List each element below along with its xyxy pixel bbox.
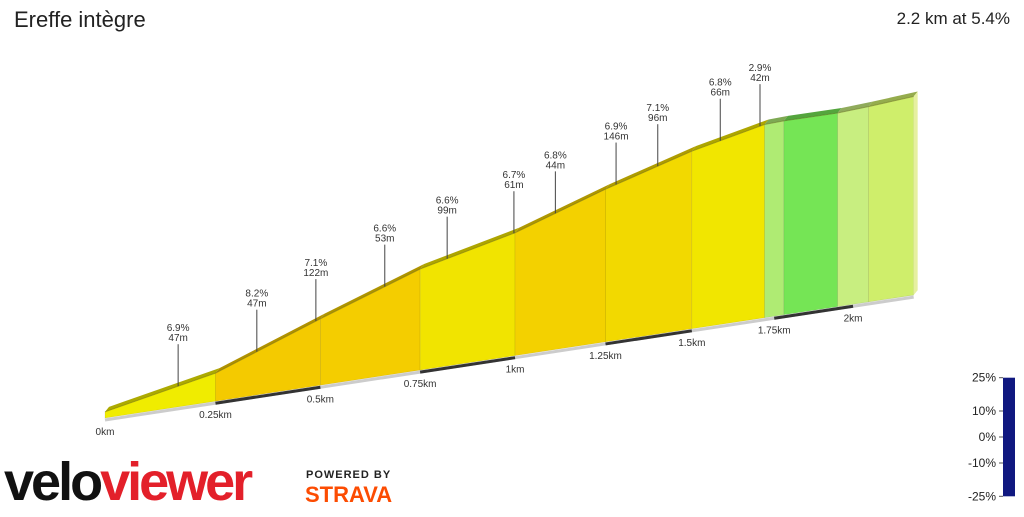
profile-segment xyxy=(320,268,421,386)
distance-band xyxy=(419,356,516,374)
x-tick-label: 1km xyxy=(506,365,525,376)
color-scale-label: -10% xyxy=(968,456,996,470)
annotation-length: 96m xyxy=(648,113,667,124)
profile-top xyxy=(320,263,425,319)
color-scale-label: 0% xyxy=(979,430,997,444)
annotation-length: 53m xyxy=(375,234,394,245)
profile-segment xyxy=(783,112,838,316)
annotation-length: 44m xyxy=(546,160,565,171)
annotation-grade: 6.9% xyxy=(167,323,190,334)
profile-segment xyxy=(419,232,516,371)
annotation-length: 47m xyxy=(168,333,187,344)
annotation-grade: 6.8% xyxy=(709,78,732,89)
color-scale-label: 25% xyxy=(972,371,996,385)
profile-top xyxy=(420,227,520,269)
color-scale-label: 10% xyxy=(972,404,996,418)
powered-by: POWERED BY xyxy=(306,469,391,481)
annotation-grade: 6.9% xyxy=(605,122,628,133)
profile-top xyxy=(215,313,325,374)
strava: STRAVA xyxy=(305,482,392,507)
annotation-length: 61m xyxy=(504,180,523,191)
annotation-grade: 6.7% xyxy=(503,170,526,181)
annotation-grade: 2.9% xyxy=(749,63,772,74)
profile-segment xyxy=(605,150,693,343)
profile-top xyxy=(515,184,610,233)
annotation-grade: 6.6% xyxy=(373,224,396,235)
x-tick-label: 0km xyxy=(96,427,115,438)
profile-line xyxy=(104,95,914,413)
profile-segment xyxy=(514,188,606,357)
profile-segment xyxy=(837,106,869,307)
annotation-length: 99m xyxy=(437,206,456,217)
profile-top xyxy=(837,101,873,114)
chart-subtitle: 2.2 km at 5.4% xyxy=(897,9,1010,28)
x-tick-label: 0.75km xyxy=(404,379,437,390)
x-tick-label: 1.75km xyxy=(758,325,791,336)
annotation-length: 146m xyxy=(604,132,629,143)
annotation-grade: 6.6% xyxy=(436,196,459,207)
annotation-grade: 8.2% xyxy=(245,289,268,300)
annotation-length: 122m xyxy=(303,268,328,279)
x-tick-label: 0.25km xyxy=(199,410,232,421)
x-tick-label: 1.25km xyxy=(589,351,622,362)
logo-red: viewer xyxy=(100,452,253,512)
annotation-grade: 7.1% xyxy=(304,258,327,269)
annotation-grade: 7.1% xyxy=(646,103,669,114)
annotation-grade: 6.8% xyxy=(544,150,567,161)
profile-segment xyxy=(691,124,765,330)
profile-top xyxy=(868,91,918,107)
chart-title: Ereffe intègre xyxy=(14,7,146,32)
profile-top xyxy=(783,108,842,121)
x-tick-label: 1.5km xyxy=(678,338,705,349)
color-scale-label: -25% xyxy=(968,489,996,503)
logo: veloviewer xyxy=(4,452,253,512)
distance-band xyxy=(605,329,693,346)
distance-band xyxy=(215,385,321,405)
annotation-length: 66m xyxy=(711,88,730,99)
profile-top xyxy=(105,368,220,412)
profile-segment xyxy=(868,96,914,303)
logo-dark: velo xyxy=(4,452,101,512)
annotation-length: 42m xyxy=(750,73,769,84)
annotation-length: 47m xyxy=(247,299,266,310)
profile-segment xyxy=(764,120,785,319)
distance-band xyxy=(774,304,854,320)
color-scale-bar xyxy=(1003,377,1015,497)
x-tick-label: 0.5km xyxy=(307,394,334,405)
profile-top xyxy=(605,146,696,190)
profile-top xyxy=(691,119,769,152)
profile-end xyxy=(913,91,918,296)
x-tick-label: 2km xyxy=(844,313,863,324)
profile-top xyxy=(764,115,788,125)
